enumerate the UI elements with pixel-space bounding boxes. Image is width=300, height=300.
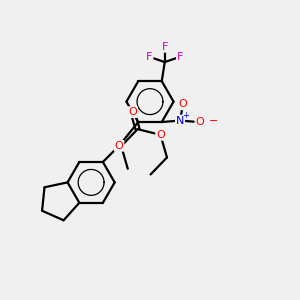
Text: −: − <box>209 116 218 126</box>
Text: F: F <box>161 42 168 52</box>
Text: F: F <box>146 52 153 62</box>
Text: F: F <box>177 52 183 62</box>
Text: O: O <box>115 141 124 151</box>
Text: +: + <box>182 111 189 120</box>
Text: O: O <box>156 130 165 140</box>
Text: O: O <box>195 117 204 127</box>
Text: N: N <box>176 116 184 126</box>
Text: O: O <box>178 99 188 110</box>
Text: O: O <box>128 107 137 117</box>
